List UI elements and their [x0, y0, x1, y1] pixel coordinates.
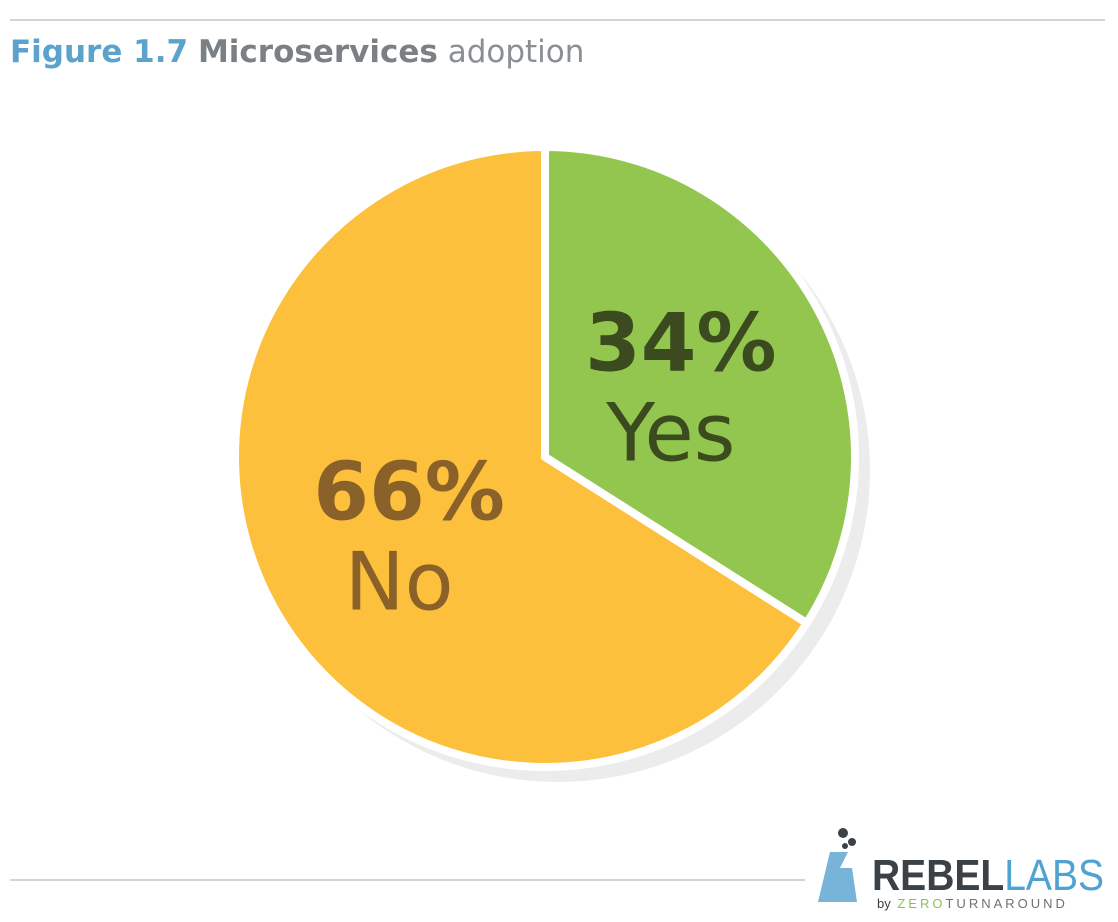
logo-bubble	[842, 843, 848, 849]
slice-category-label: No	[345, 536, 454, 629]
title-topic: Microservices	[198, 34, 438, 70]
slice-category-label: Yes	[605, 386, 735, 479]
logo-zero: ZERO	[897, 896, 945, 911]
logo: REBELLABS by ZEROTURNAROUND	[818, 828, 1104, 911]
logo-rebel: REBEL	[872, 851, 1004, 900]
slice-value-label: 34%	[585, 296, 776, 389]
logo-bubble	[838, 828, 848, 838]
logo-labs: LABS	[1004, 851, 1104, 900]
logo-turnaround: TURNAROUND	[945, 896, 1067, 911]
pie-slice	[231, 142, 813, 771]
logo-flask	[818, 852, 857, 902]
logo-by: by	[877, 896, 891, 911]
title-rest: adoption	[448, 34, 585, 70]
title-figure: Figure 1.7	[10, 34, 188, 70]
pie: 34%Yes 66%No	[231, 142, 859, 771]
logo-byline: by ZEROTURNAROUND	[877, 896, 1068, 911]
chart-title: Figure 1.7 Microservices adoption	[10, 34, 584, 70]
logo-name: REBELLABS	[872, 851, 1104, 900]
logo-bubble	[848, 838, 856, 846]
slice-value-label: 66%	[313, 446, 504, 539]
